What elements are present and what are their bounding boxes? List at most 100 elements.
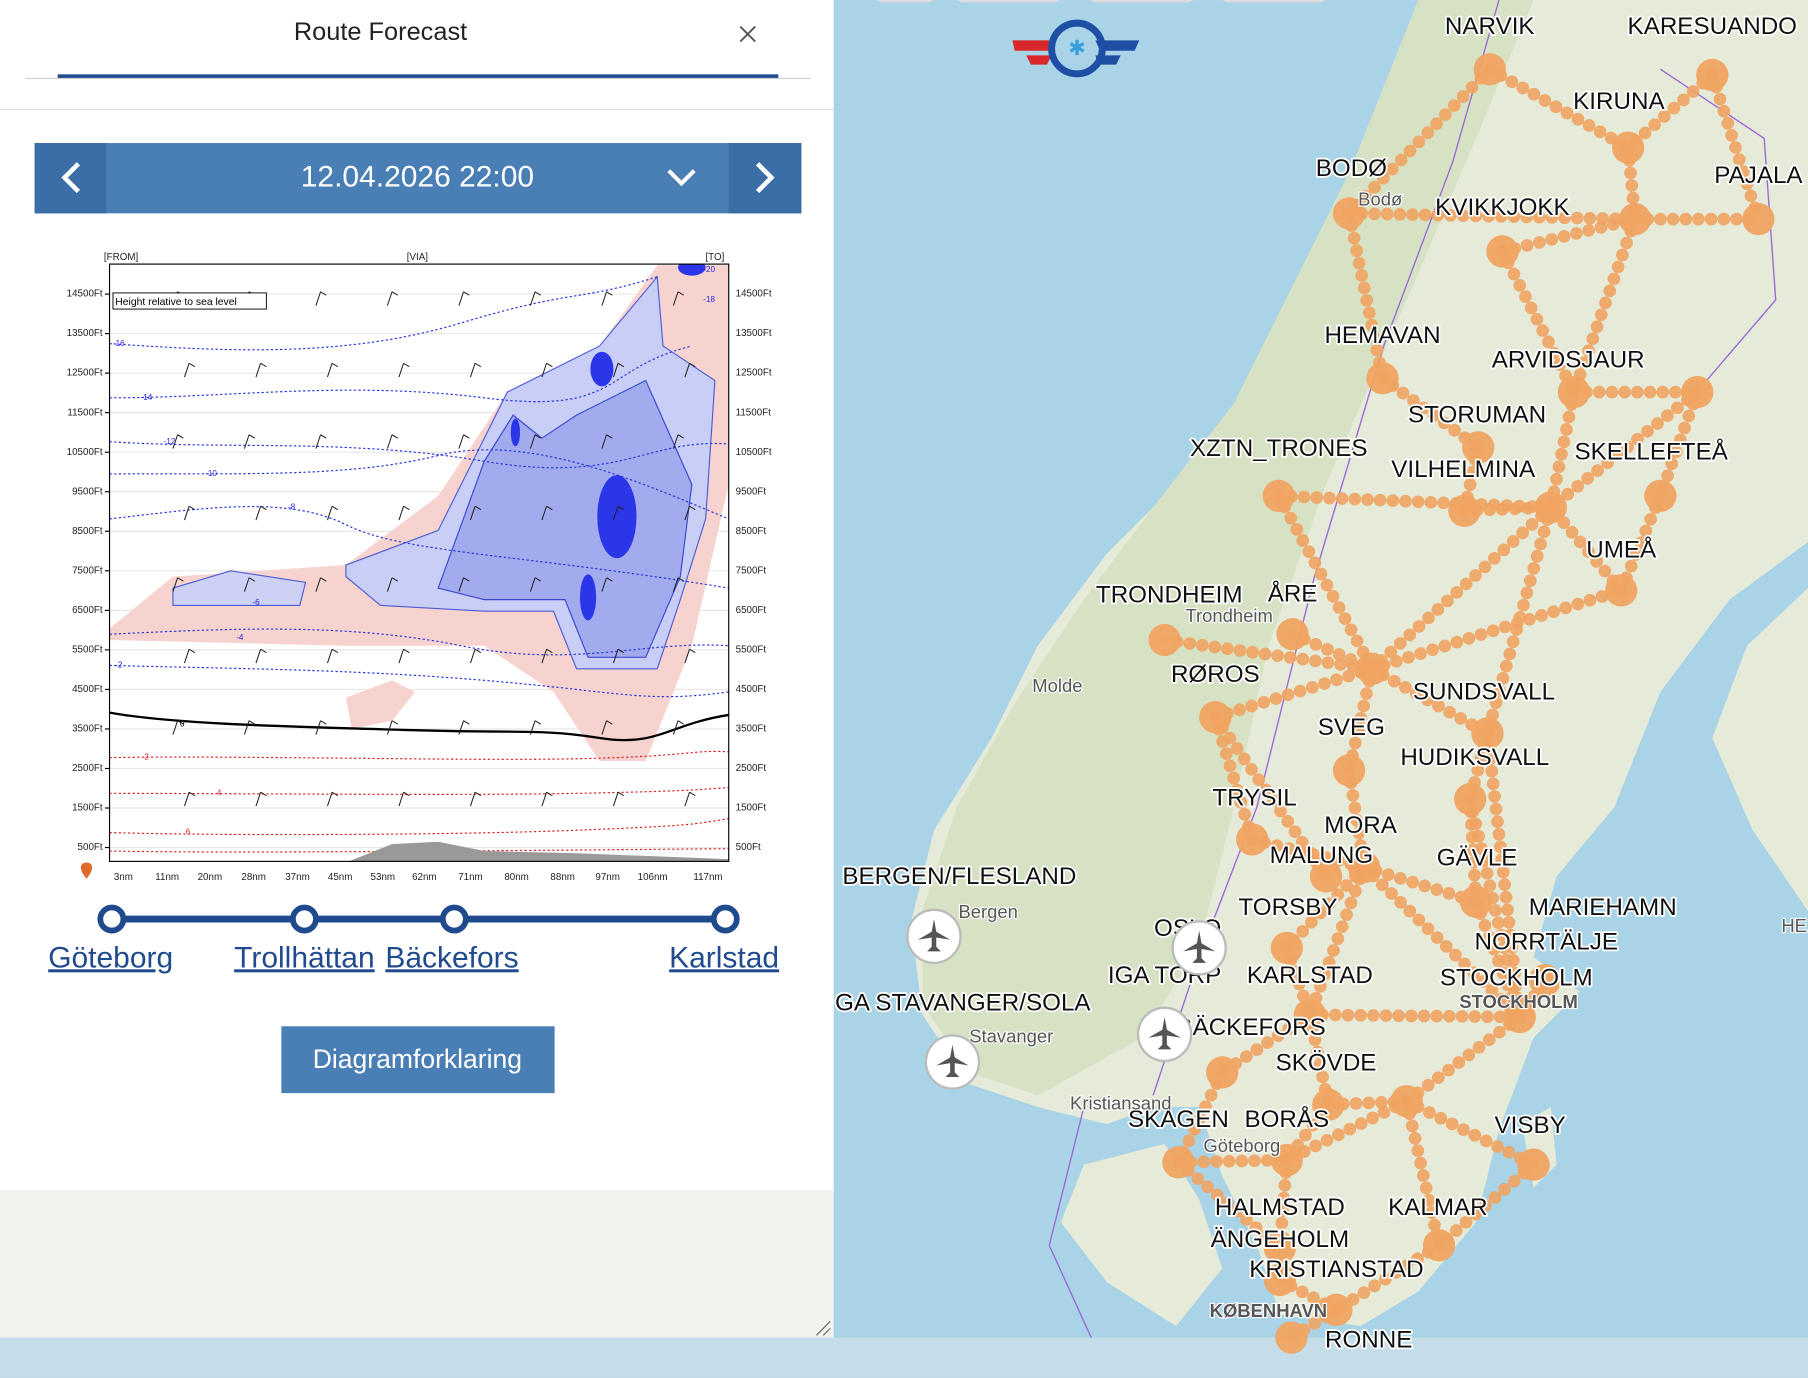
airport-label[interactable]: KIRUNA (1571, 86, 1667, 116)
airport-label[interactable]: BÄCKEFORS (1175, 1012, 1328, 1042)
route-node[interactable] (1263, 1231, 1297, 1264)
route-node[interactable] (1471, 717, 1504, 750)
stop-link[interactable]: Karlstad (669, 941, 779, 974)
dropdown-chevron[interactable] (667, 169, 696, 187)
airport-label[interactable]: GÄVLE (1435, 843, 1519, 873)
airport-label[interactable]: TORSBY (1237, 892, 1340, 922)
airport-label[interactable]: RONNE (1323, 1325, 1414, 1355)
airport-label[interactable]: HALMSTAD (1213, 1192, 1346, 1222)
route-node[interactable] (1618, 202, 1652, 236)
airport-label[interactable]: BODØ (1314, 153, 1389, 183)
route-node[interactable] (1644, 479, 1677, 513)
route-stop[interactable] (97, 904, 127, 934)
route-node[interactable] (1270, 931, 1303, 965)
stop-link[interactable]: Bäckefors (385, 941, 518, 974)
route-node[interactable] (1605, 574, 1638, 607)
route-node[interactable] (1263, 1263, 1297, 1297)
route-node[interactable] (1199, 701, 1232, 734)
airport-label[interactable]: SKÖVDE (1274, 1048, 1378, 1078)
airport-label[interactable]: MORA (1323, 810, 1400, 840)
next-button[interactable] (728, 143, 802, 214)
airport-label[interactable]: PAJALA (1713, 160, 1806, 190)
route-node[interactable] (1312, 1088, 1345, 1121)
route-node[interactable] (1696, 58, 1729, 92)
stop-link[interactable]: Göteborg (48, 941, 173, 974)
airport-label[interactable]: HEMAVAN (1323, 320, 1443, 350)
airport-label[interactable]: KALMAR (1386, 1192, 1489, 1222)
route-node[interactable] (1275, 1321, 1308, 1354)
airport-label[interactable]: KRISTIANSTAD (1247, 1254, 1425, 1284)
airport-label[interactable]: RØROS (1169, 659, 1261, 689)
route-node[interactable] (1422, 1229, 1456, 1262)
route-node[interactable] (1366, 362, 1399, 395)
route-node[interactable] (1148, 623, 1181, 657)
airport-label[interactable]: SKAGEN (1126, 1104, 1230, 1134)
airport-label[interactable]: STORUMAN (1406, 400, 1548, 430)
airport-label[interactable]: NARVIK (1443, 11, 1536, 41)
route-node[interactable] (1309, 860, 1343, 893)
diagram-explanation-button[interactable]: Diagramforklaring (281, 1026, 555, 1094)
route-node[interactable] (1162, 1146, 1195, 1179)
airport-label[interactable]: SUNDSVALL (1411, 677, 1557, 707)
route-stop[interactable] (439, 904, 469, 934)
route-node[interactable] (1473, 53, 1506, 86)
airport-label[interactable]: ÄNGEHOLM (1209, 1224, 1351, 1254)
route-stop[interactable] (289, 904, 319, 934)
route-node[interactable] (1459, 885, 1493, 918)
airport-label[interactable]: KARLSTAD (1245, 960, 1374, 990)
route-node[interactable] (1276, 618, 1309, 651)
airport-label[interactable]: HUDIKSVALL (1399, 742, 1551, 772)
airport-label[interactable]: ÅRE (1266, 578, 1319, 609)
airport-label[interactable]: STOCKHOLM (1438, 963, 1594, 993)
airport-label[interactable]: TRONDHEIM (1094, 580, 1244, 610)
airport-label[interactable]: KARESUANDO (1626, 11, 1799, 41)
airport-marker[interactable] (1136, 1006, 1193, 1063)
close-button[interactable] (739, 25, 756, 43)
airport-label[interactable]: XZTN_TRONES (1188, 433, 1369, 463)
airport-label[interactable]: UMEÅ (1585, 534, 1659, 565)
airport-label[interactable]: MARIEHAMN (1527, 892, 1678, 922)
route-node[interactable] (1356, 652, 1389, 685)
airport-label[interactable]: GA STAVANGER/SOLA (833, 988, 1093, 1018)
route-node[interactable] (1681, 375, 1714, 409)
route-node[interactable] (1390, 1085, 1423, 1118)
route-node[interactable] (1262, 479, 1295, 513)
route-node[interactable] (1486, 235, 1519, 268)
route-node[interactable] (1503, 1000, 1536, 1034)
route-node[interactable] (1236, 823, 1269, 856)
airport-label[interactable]: SKELLEFTEÅ (1573, 436, 1731, 467)
route-node[interactable] (1534, 491, 1568, 524)
airport-label[interactable]: ARVIDSJAUR (1490, 345, 1646, 375)
route-node[interactable] (1332, 197, 1366, 230)
airport-marker[interactable] (924, 1034, 981, 1090)
route-node[interactable] (1528, 964, 1562, 997)
airport-label[interactable]: KVIKKJOKK (1433, 192, 1571, 222)
route-node[interactable] (1454, 782, 1487, 816)
route-node[interactable] (1517, 1148, 1550, 1181)
route-node[interactable] (1332, 754, 1366, 787)
stop-link[interactable]: Trollhättan (234, 941, 374, 974)
route-node[interactable] (1742, 202, 1775, 236)
route-node[interactable] (1293, 998, 1327, 1031)
airport-label[interactable]: VISBY (1493, 1110, 1568, 1140)
date-select[interactable]: 12.04.2026 22:00 (301, 161, 534, 194)
airport-label[interactable]: NORRTÄLJE (1473, 927, 1620, 957)
button-label[interactable]: Diagramforklaring (313, 1044, 522, 1074)
route-node[interactable] (1206, 1056, 1239, 1089)
airport-label[interactable]: MALUNG (1268, 840, 1375, 870)
route-node[interactable] (1557, 375, 1591, 409)
airport-label[interactable]: SVEG (1316, 712, 1387, 742)
route-node[interactable] (1611, 131, 1645, 164)
airport-marker[interactable] (1171, 920, 1227, 976)
route-node[interactable] (1462, 431, 1495, 464)
airport-label[interactable]: TRYSIL (1211, 783, 1299, 813)
route-node[interactable] (1270, 1143, 1303, 1177)
airport-label[interactable]: VILHELMINA (1390, 454, 1538, 484)
route-stop[interactable] (710, 904, 740, 934)
prev-button[interactable] (34, 143, 107, 214)
airport-marker[interactable] (906, 908, 962, 965)
airport-label[interactable]: BORÅS (1243, 1103, 1331, 1134)
route-node[interactable] (1320, 1293, 1353, 1327)
airport-label[interactable]: BERGEN/FLESLAND (841, 861, 1078, 891)
route-node[interactable] (1347, 851, 1381, 884)
